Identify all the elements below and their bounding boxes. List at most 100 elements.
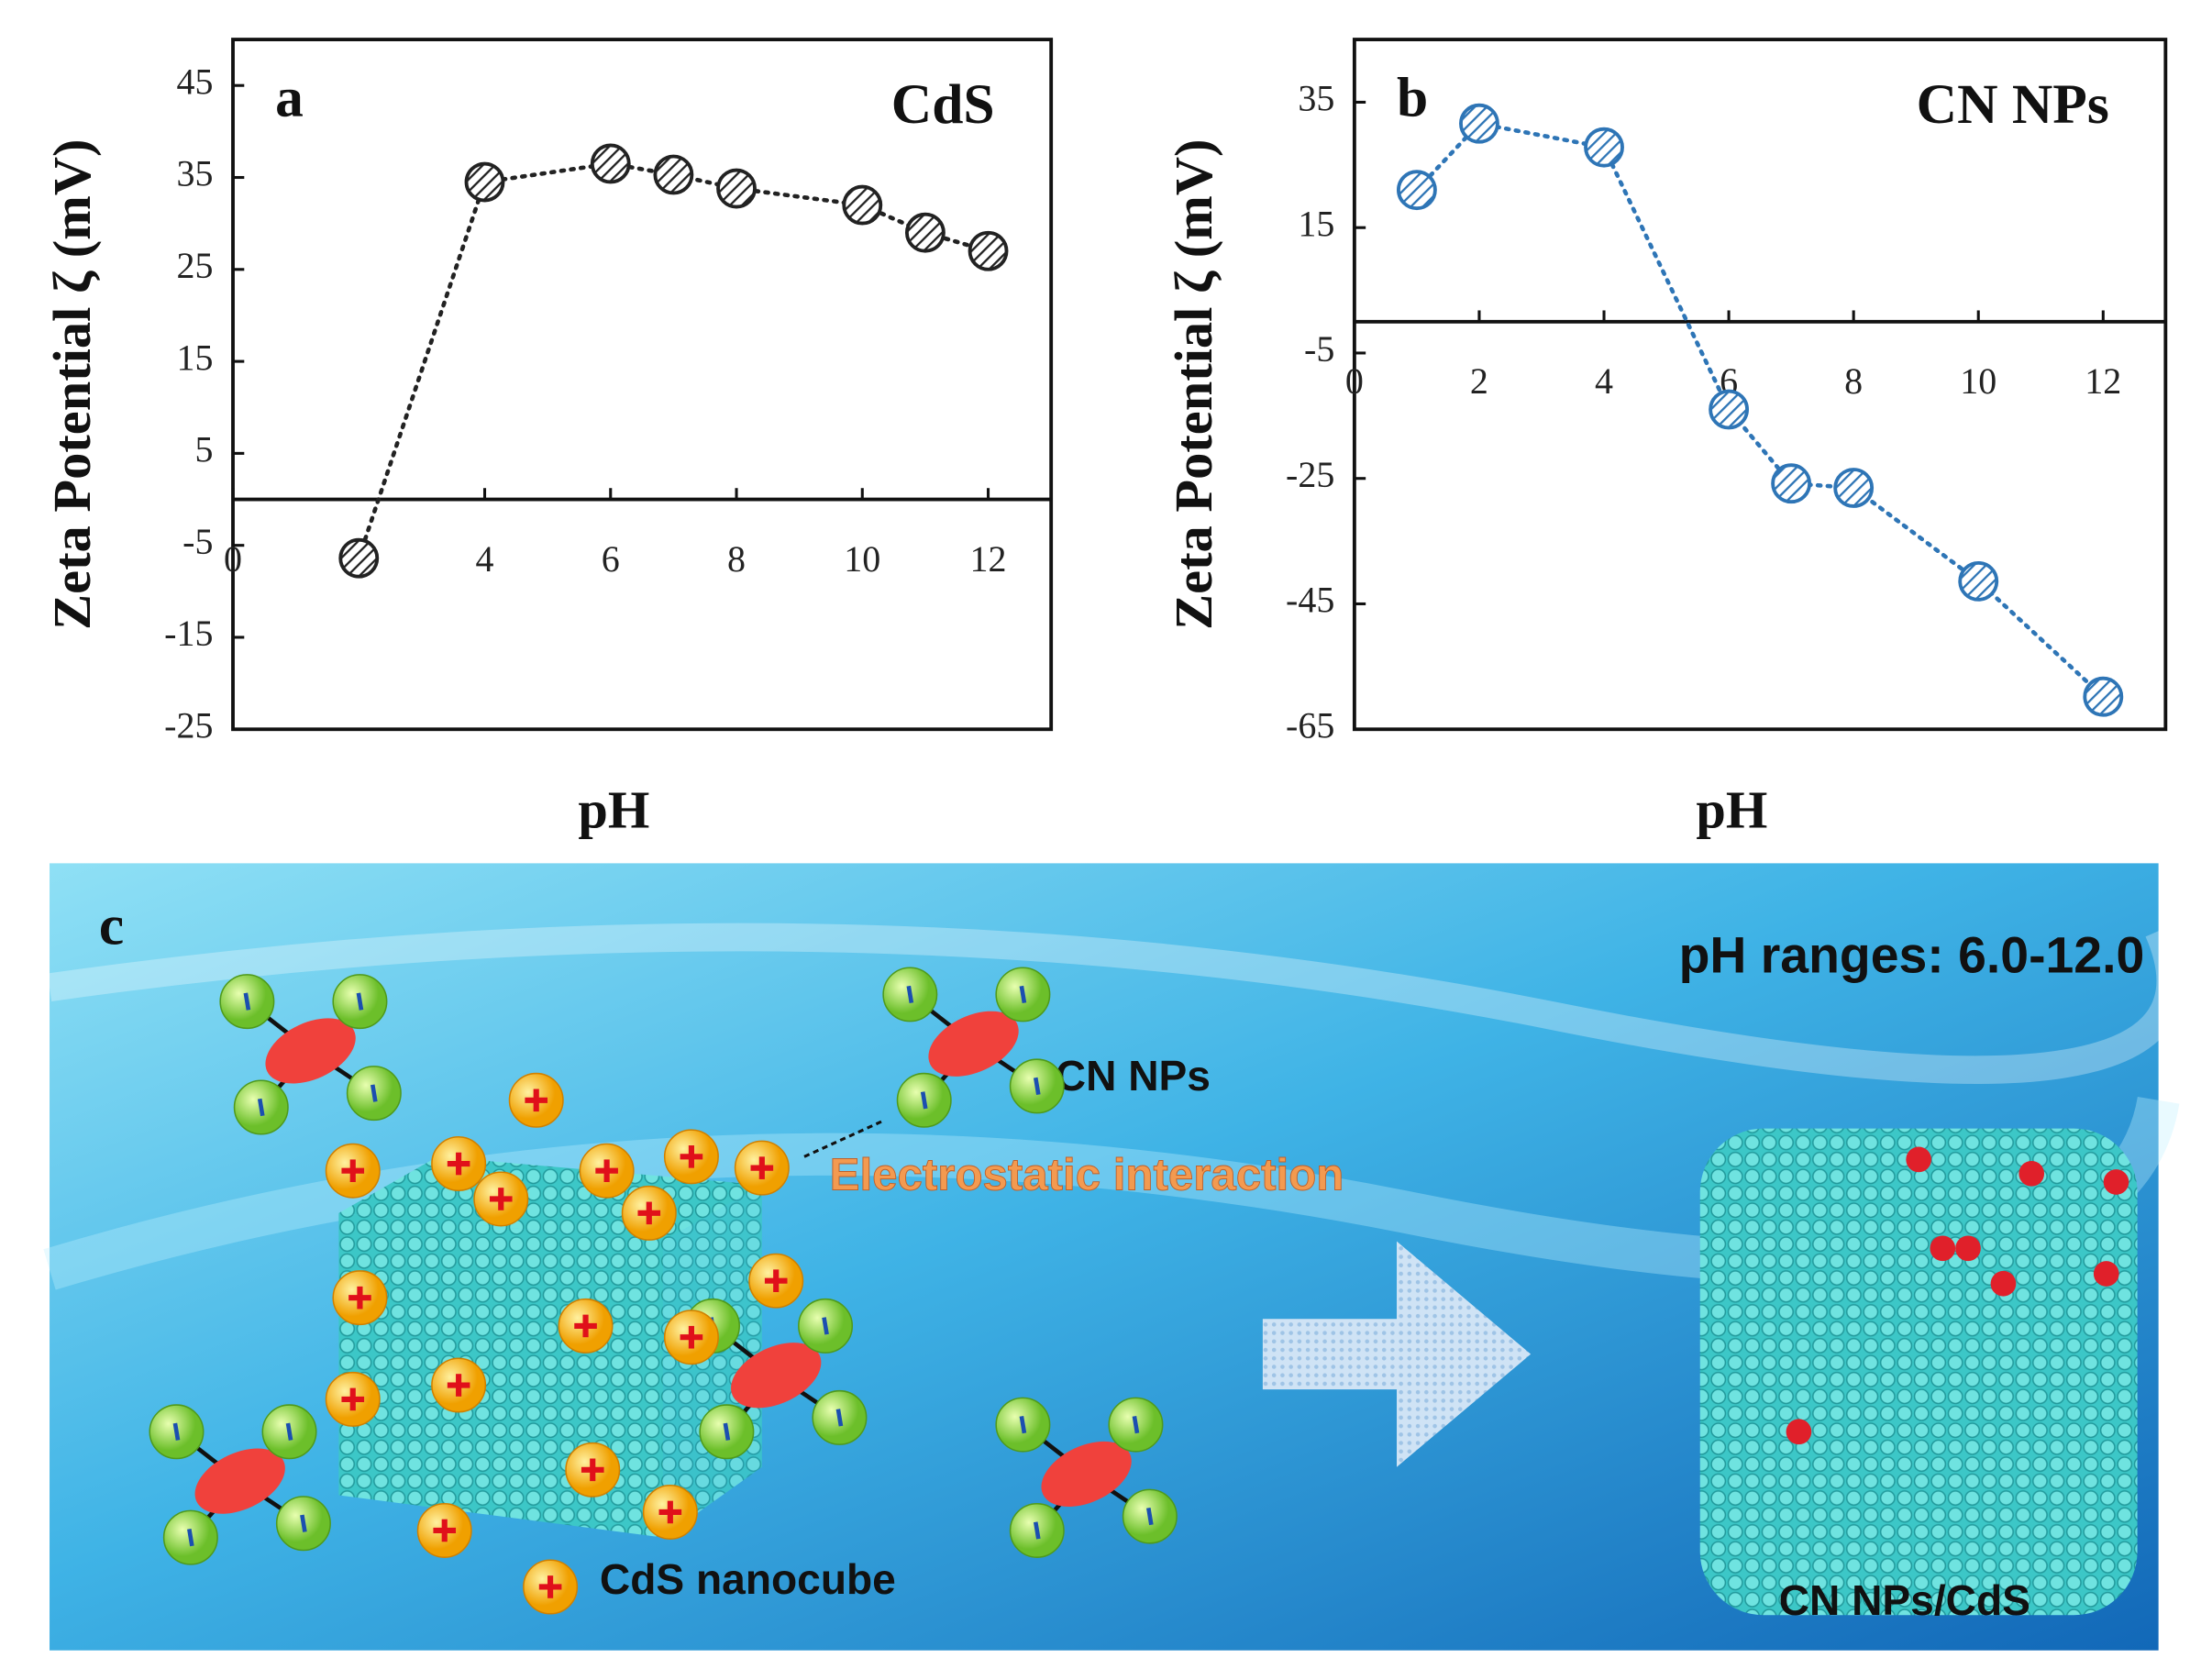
data-point <box>1396 170 1437 211</box>
data-point <box>1709 389 1750 430</box>
minus-sign <box>243 992 251 1011</box>
minus-sign <box>172 1422 181 1441</box>
cn-particle <box>1041 1441 1132 1508</box>
data-point <box>1459 103 1499 144</box>
y-tick-label: 35 <box>176 153 213 194</box>
minus-sign <box>835 1409 844 1427</box>
process-arrow <box>1262 1241 1532 1467</box>
attached-particle <box>1955 1235 1981 1262</box>
chart-title: CdS <box>891 73 995 136</box>
attached-particle <box>1990 1270 2017 1297</box>
data-point <box>1958 560 1999 602</box>
attached-particle <box>1930 1235 1956 1262</box>
cube-label: CdS nanocube <box>600 1555 896 1603</box>
cn-particle <box>928 1011 1019 1077</box>
panel-label: c <box>99 894 124 956</box>
x-tick-label: 4 <box>1595 360 1613 402</box>
x-tick-label: 2 <box>1470 360 1488 402</box>
data-point <box>1584 127 1624 168</box>
data-point <box>904 212 946 253</box>
particle-label: CN NPs <box>1056 1052 1211 1100</box>
data-point <box>716 168 757 209</box>
y-tick-label: 15 <box>176 337 213 378</box>
y-tick-label: 25 <box>176 245 213 286</box>
illustration: c pH ranges: 6.0-12.0 CN NPs Electrostat… <box>43 863 2185 1651</box>
data-point <box>653 154 694 195</box>
panel-label: a <box>275 66 304 128</box>
minus-sign <box>906 985 914 1004</box>
attached-particle <box>1906 1146 1932 1173</box>
y-tick-label: -65 <box>1286 704 1334 746</box>
minus-sign <box>723 1422 731 1441</box>
y-tick-label: -25 <box>1286 454 1334 495</box>
x-tick-label: 8 <box>1844 360 1863 402</box>
attached-particle <box>1786 1419 1812 1445</box>
attached-particle <box>2019 1160 2045 1187</box>
minus-sign <box>356 992 364 1011</box>
y-axis-label: Zeta Potential ζ (mV) <box>1164 138 1223 629</box>
data-point <box>1833 468 1875 508</box>
y-tick-label: 35 <box>1298 78 1334 119</box>
attached-particle <box>2093 1261 2119 1287</box>
x-tick-label: 12 <box>970 538 1007 580</box>
cube-front <box>338 1212 664 1538</box>
y-tick-label: -25 <box>164 704 213 746</box>
plot-frame <box>231 38 1054 732</box>
cn-particle <box>194 1448 285 1514</box>
data-point <box>464 161 505 203</box>
series-line <box>1414 121 2106 700</box>
minus-sign <box>285 1422 293 1441</box>
minus-sign <box>1146 1507 1154 1526</box>
y-axis-label: Zeta Potential ζ (mV) <box>42 138 102 629</box>
y-tick-label: -15 <box>164 613 213 654</box>
minus-sign <box>822 1317 829 1335</box>
x-axis-label: pH <box>578 779 649 839</box>
minus-sign <box>187 1529 194 1547</box>
cn-particle <box>265 1018 356 1084</box>
x-tick-label: 10 <box>1960 360 1996 402</box>
panel-label: b <box>1397 66 1428 128</box>
product-label: CN NPs/CdS <box>1779 1576 2030 1624</box>
y-tick-label: 45 <box>176 61 213 102</box>
x-tick-label: 12 <box>2085 360 2121 402</box>
minus-sign <box>371 1084 378 1102</box>
minus-sign <box>257 1098 265 1117</box>
x-tick-label: 4 <box>476 538 494 580</box>
condition-label: pH ranges: 6.0-12.0 <box>1679 927 2145 984</box>
minus-sign <box>1019 985 1027 1004</box>
wave <box>47 923 2185 1085</box>
data-point <box>2083 676 2124 717</box>
data-point <box>842 184 883 226</box>
x-tick-label: 8 <box>727 538 746 580</box>
minus-sign <box>1033 1077 1041 1096</box>
y-tick-label: -5 <box>182 521 213 562</box>
data-point <box>590 143 631 184</box>
minus-sign <box>1132 1415 1140 1434</box>
x-tick-label: 0 <box>1345 360 1364 402</box>
data-point <box>968 230 1009 271</box>
minus-sign <box>300 1514 307 1532</box>
interaction-arrow <box>803 1120 883 1158</box>
y-tick-label: 15 <box>1298 203 1334 244</box>
chart-title: CN NPs <box>1917 73 2109 136</box>
y-tick-label: -5 <box>1304 328 1334 370</box>
minus-sign <box>1033 1521 1041 1540</box>
data-point <box>1771 463 1812 504</box>
plot-frame <box>1352 38 2168 732</box>
data-point <box>338 537 380 579</box>
minus-sign <box>1019 1415 1027 1434</box>
x-axis-label: pH <box>1696 779 1767 839</box>
x-tick-label: 6 <box>602 538 620 580</box>
interaction-label: Electrostatic interaction <box>830 1149 1344 1199</box>
x-tick-label: 10 <box>844 538 880 580</box>
attached-particle <box>2103 1169 2129 1195</box>
series-line <box>356 161 990 561</box>
x-tick-label: 0 <box>224 538 242 580</box>
minus-sign <box>920 1091 928 1110</box>
product-cube <box>1699 1128 2138 1616</box>
y-tick-label: -45 <box>1286 580 1334 621</box>
y-tick-label: 5 <box>194 429 213 470</box>
